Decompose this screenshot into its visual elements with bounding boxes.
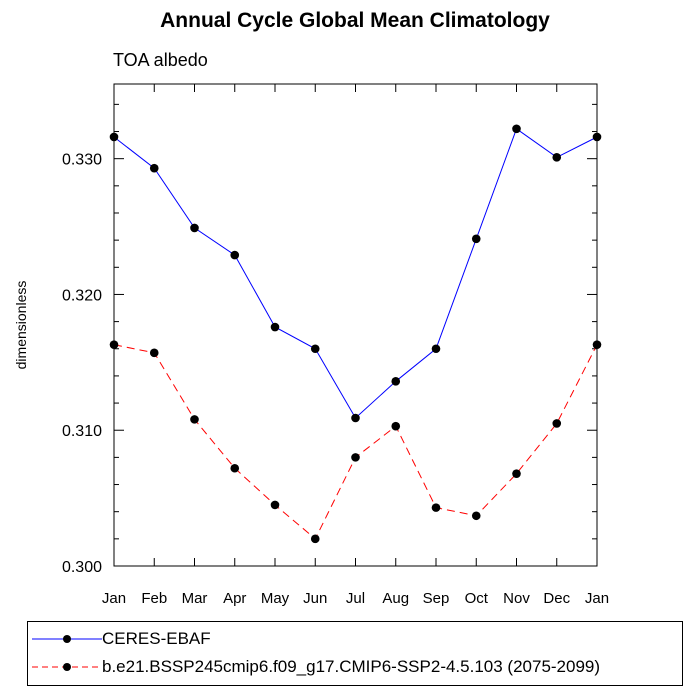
data-point <box>310 344 320 354</box>
series-layer <box>109 124 602 544</box>
data-point <box>230 463 240 473</box>
plot-frame <box>113 83 598 567</box>
y-tick-label: 0.330 <box>62 152 102 169</box>
legend-item: b.e21.BSSP245cmip6.f09_g17.CMIP6-SSP2-4.… <box>28 655 682 679</box>
series-line-0 <box>113 128 598 419</box>
data-point <box>391 377 401 386</box>
y-tick-label: 0.320 <box>62 287 102 304</box>
chart-title: Annual Cycle Global Mean Climatology <box>160 9 550 32</box>
x-tick-label: Feb <box>141 590 167 607</box>
data-point <box>391 421 401 431</box>
x-tick-label: Oct <box>465 590 489 607</box>
legend-label: CERES-EBAF <box>102 629 211 648</box>
x-tick-label: Jul <box>346 590 365 607</box>
axis-ticks <box>113 84 598 567</box>
y-tick-label: 0.310 <box>62 423 102 440</box>
data-point <box>310 534 320 544</box>
data-point <box>190 223 199 233</box>
data-point <box>351 413 360 423</box>
x-tick-label: Jun <box>303 590 327 607</box>
tick-labels: Jan Feb Mar Apr May Jun Jul Aug Sep Oct Nov Dec Jan0… <box>62 152 609 607</box>
data-point <box>512 124 521 134</box>
x-tick-label: Dec <box>543 590 570 607</box>
x-tick-label: May <box>261 590 290 607</box>
data-point <box>351 453 360 462</box>
data-point <box>149 348 159 358</box>
data-point <box>552 153 562 162</box>
data-point <box>431 344 441 354</box>
y-tick-label: 0.300 <box>62 559 102 576</box>
legend-swatch-model <box>32 663 102 671</box>
legend-item: CERES-EBAF <box>28 627 682 651</box>
legend: CERES-EBAF b.e21.BSSP245cmip6.f09_g17.CM… <box>27 621 683 686</box>
legend-swatch-ceres <box>32 635 102 643</box>
series-line-1 <box>113 344 598 540</box>
x-tick-label: Aug <box>382 590 409 607</box>
data-point <box>270 500 280 510</box>
data-point <box>431 503 441 512</box>
x-tick-label: Mar <box>182 590 208 607</box>
data-point <box>471 511 481 521</box>
legend-label: b.e21.BSSP245cmip6.f09_g17.CMIP6-SSP2-4.… <box>102 657 601 676</box>
x-tick-label: Jan <box>585 590 609 607</box>
line-chart: Jan Feb Mar Apr May Jun Jul Aug Sep Oct Nov Dec Jan0… <box>62 83 609 607</box>
chart-subtitle: TOA albedo <box>113 50 208 70</box>
x-tick-label: Nov <box>503 590 530 607</box>
data-point <box>552 419 562 428</box>
x-tick-label: Jan <box>102 590 126 607</box>
data-point <box>512 469 521 478</box>
data-point <box>149 163 159 173</box>
data-point <box>190 415 199 424</box>
data-point <box>270 322 280 332</box>
data-point <box>471 234 481 244</box>
x-tick-label: Sep <box>423 590 450 607</box>
x-tick-label: Apr <box>223 590 246 607</box>
data-point <box>230 250 240 260</box>
